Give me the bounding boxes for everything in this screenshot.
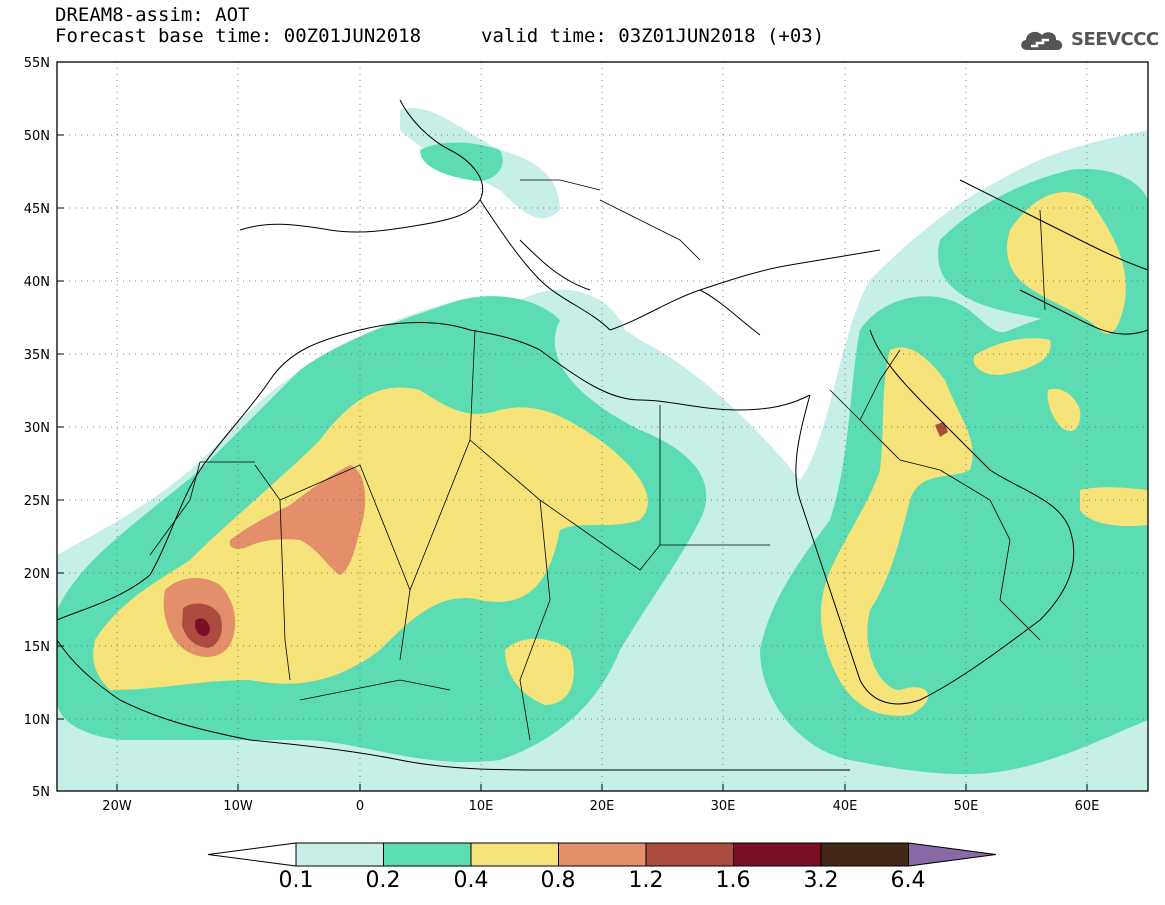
coastlines <box>57 99 1148 771</box>
lat-label: 10N <box>24 713 50 728</box>
colorbar-swatch <box>733 842 822 867</box>
colorbar <box>207 842 997 867</box>
chart-title: DREAM8-assim: AOT <box>55 4 250 26</box>
lat-label: 40N <box>24 275 50 290</box>
colorbar-swatch <box>383 842 472 867</box>
lat-label: 50N <box>24 129 50 144</box>
colorbar-label: 0.2 <box>365 868 401 893</box>
aot-contours <box>57 62 1148 791</box>
lat-label: 45N <box>24 202 50 217</box>
lat-label: 55N <box>24 56 50 71</box>
colorbar-label: 3.2 <box>803 868 839 893</box>
colorbar-swatch <box>470 842 559 867</box>
lat-label: 30N <box>24 421 50 436</box>
lon-label: 10E <box>469 799 494 814</box>
lat-label: 15N <box>24 640 50 655</box>
colorbar-label: 0.4 <box>453 868 489 893</box>
lat-label: 5N <box>32 785 50 800</box>
lon-label: 60E <box>1075 799 1100 814</box>
colorbar-over-arrow <box>908 842 997 867</box>
borders <box>149 179 1046 741</box>
lon-label: 40E <box>833 799 858 814</box>
axis-ticks <box>57 61 1088 792</box>
seevccc-logo: SEEVCCC <box>1017 24 1159 54</box>
lon-label: 30E <box>711 799 736 814</box>
colorbar-swatch <box>558 842 647 867</box>
latitude-labels: 55N 50N 45N 40N 35N 30N 25N 20N 15N 10N … <box>24 56 50 800</box>
lon-label: 20W <box>102 799 132 814</box>
colorbar-label: 6.4 <box>890 868 926 893</box>
colorbar-label: 0.8 <box>540 868 576 893</box>
longitude-labels: 20W 10W 0 10E 20E 30E 40E 50E 60E <box>102 799 1099 814</box>
colorbar-label: 1.6 <box>715 868 751 893</box>
valid-time: valid time: 03Z01JUN2018 (+03) <box>481 25 825 47</box>
aot-band-1.6 <box>195 618 210 636</box>
lat-label: 20N <box>24 567 50 582</box>
colorbar-swatch <box>295 842 384 867</box>
lon-label: 20E <box>590 799 615 814</box>
lon-label: 10W <box>223 799 253 814</box>
colorbar-under-arrow <box>207 842 297 867</box>
logo-text: SEEVCCC <box>1071 28 1159 50</box>
cloud-icon <box>1021 31 1063 50</box>
colorbar-label: 1.2 <box>628 868 664 893</box>
colorbar-swatch <box>645 842 734 867</box>
lat-label: 25N <box>24 494 50 509</box>
colorbar-swatch <box>820 842 909 867</box>
colorbar-label: 0.1 <box>278 868 314 893</box>
lon-label: 0 <box>356 799 364 814</box>
forecast-base-time: Forecast base time: 00Z01JUN2018 <box>55 25 422 47</box>
lat-label: 35N <box>24 348 50 363</box>
lon-label: 50E <box>954 799 979 814</box>
